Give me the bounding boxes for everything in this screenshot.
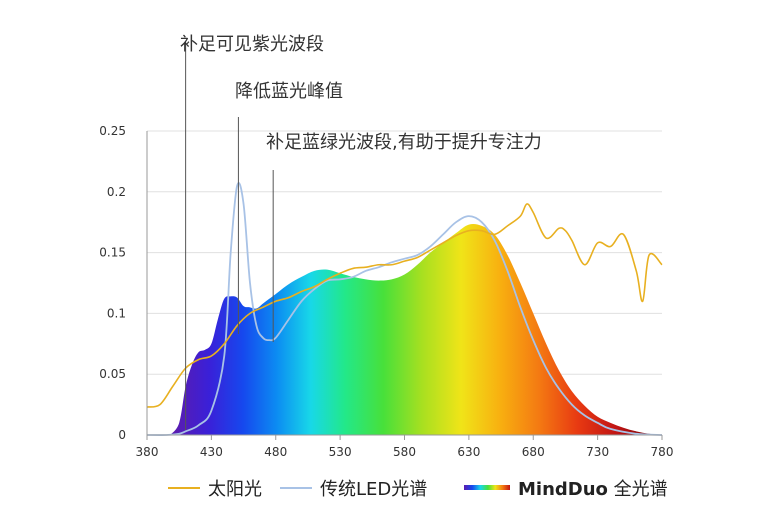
x-tick-label: 680	[522, 445, 545, 459]
x-tick-label: 380	[136, 445, 159, 459]
x-tick-label: 580	[393, 445, 416, 459]
annotation-label: 补足蓝绿光波段,有助于提升专注力	[266, 132, 542, 153]
y-tick-label: 0.2	[107, 185, 126, 199]
x-tick-label: 630	[457, 445, 480, 459]
legend: 太阳光 传统LED光谱 MindDuo 全光谱	[168, 479, 668, 500]
x-tick-label: 530	[329, 445, 352, 459]
annotation-label: 补足可见紫光波段	[180, 34, 324, 55]
x-tick-label: 430	[200, 445, 223, 459]
y-tick-label: 0.15	[99, 246, 126, 260]
x-tick-label: 730	[586, 445, 609, 459]
axes: 0 0.05 0.1 0.15 0.2 0.25 380 430 480 530 580 630 680…	[99, 124, 673, 459]
series-area-mindduo	[170, 224, 662, 435]
legend-label-sun: 太阳光	[208, 479, 262, 500]
y-tick-label: 0.25	[99, 124, 126, 138]
legend-label-mindduo-suffix: 全光谱	[608, 479, 668, 500]
mindduo-area-layer	[170, 224, 662, 435]
legend-label-led: 传统LED光谱	[320, 479, 427, 500]
x-tick-label: 480	[264, 445, 287, 459]
legend-swatch-mindduo	[464, 485, 510, 490]
legend-label-mindduo: MindDuo 全光谱	[518, 479, 668, 500]
legend-label-mindduo-brand: MindDuo	[518, 479, 608, 500]
series-line-led	[146, 181, 663, 436]
annotation-label: 降低蓝光峰值	[235, 81, 343, 102]
y-tick-label: 0.1	[107, 306, 126, 320]
y-tick-label: 0.05	[99, 367, 126, 381]
y-tick-label: 0	[118, 428, 126, 442]
x-tick-label: 780	[651, 445, 674, 459]
